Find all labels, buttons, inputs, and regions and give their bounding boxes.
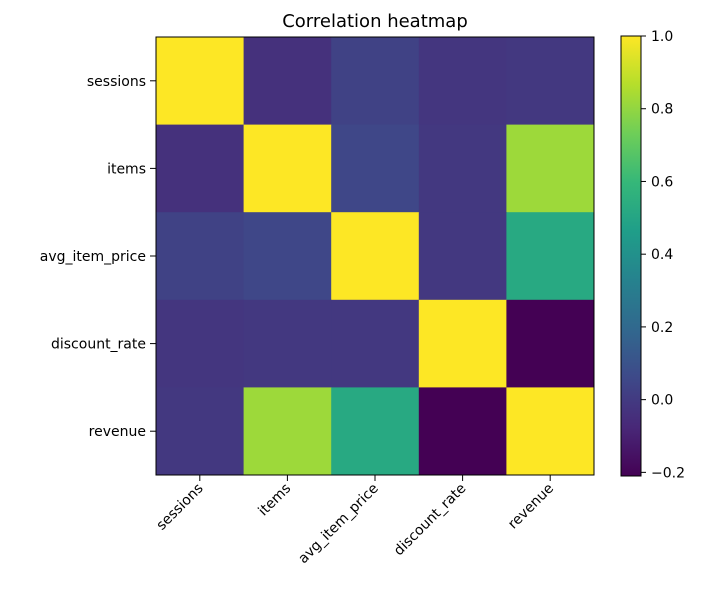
x-tick-label: avg_item_price <box>295 481 381 567</box>
heatmap-cell <box>156 124 245 213</box>
y-tick-label: discount_rate <box>51 337 146 353</box>
heatmap-cell <box>243 37 332 126</box>
y-axis: sessions items avg_item_price discount_rate… <box>40 74 156 440</box>
heatmap-cell <box>331 37 420 126</box>
heatmap-cell <box>156 387 245 476</box>
y-tick-label: items <box>107 161 146 177</box>
heatmap-cell <box>418 299 507 388</box>
y-tick-label: sessions <box>87 74 146 90</box>
colorbar <box>620 35 642 477</box>
heatmap-cell <box>156 299 245 388</box>
heatmap-cells <box>156 37 595 476</box>
heatmap-cell <box>506 124 595 213</box>
x-tick-label: items <box>255 481 294 520</box>
heatmap-cell <box>506 212 595 301</box>
heatmap-cell <box>243 299 332 388</box>
chart-title: Correlation heatmap <box>282 11 468 32</box>
heatmap-cell <box>418 212 507 301</box>
colorbar-tick-label: −0.2 <box>651 465 685 481</box>
colorbar-tick-label: 0.0 <box>651 393 673 409</box>
heatmap-cell <box>331 299 420 388</box>
heatmap-cell <box>331 212 420 301</box>
heatmap-cell <box>506 299 595 388</box>
heatmap-cell <box>156 212 245 301</box>
heatmap-cell <box>243 212 332 301</box>
x-tick-label: revenue <box>505 481 557 533</box>
colorbar-tick-label: 1.0 <box>651 29 673 45</box>
colorbar-tick-label: 0.2 <box>651 320 673 336</box>
colorbar-tick-label: 0.6 <box>651 174 673 190</box>
heatmap-cell <box>418 387 507 476</box>
heatmap-cell <box>331 387 420 476</box>
colorbar-tick-label: 0.8 <box>651 102 673 118</box>
x-tick-label: sessions <box>154 481 207 534</box>
heatmap-cell <box>243 387 332 476</box>
heatmap-cell <box>506 387 595 476</box>
colorbar-axis: −0.2 0.0 0.2 0.4 0.6 0.8 1.0 <box>641 29 685 481</box>
heatmap-cell <box>243 124 332 213</box>
heatmap-cell <box>331 124 420 213</box>
heatmap-cell <box>506 37 595 126</box>
y-tick-label: avg_item_price <box>40 249 146 265</box>
x-axis: sessions items avg_item_price discount_rate… <box>154 475 557 567</box>
y-tick-label: revenue <box>89 424 146 440</box>
x-tick-label: discount_rate <box>391 481 469 559</box>
colorbar-tick-label: 0.4 <box>651 247 673 263</box>
heatmap-cell <box>156 37 245 126</box>
heatmap-cell <box>418 37 507 126</box>
heatmap-cell <box>418 124 507 213</box>
